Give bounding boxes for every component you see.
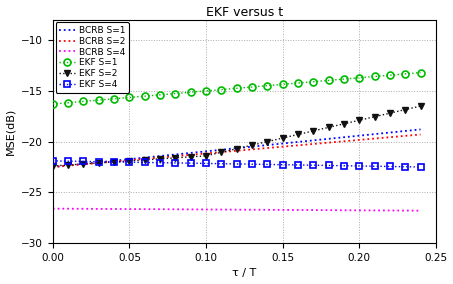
Y-axis label: MSE(dB): MSE(dB) (5, 108, 15, 155)
Title: EKF versus t: EKF versus t (206, 6, 283, 18)
Legend: BCRB S=1, BCRB S=2, BCRB S=4, EKF S=1, EKF S=2, EKF S=4: BCRB S=1, BCRB S=2, BCRB S=4, EKF S=1, E… (56, 22, 129, 93)
X-axis label: τ / T: τ / T (232, 268, 256, 278)
